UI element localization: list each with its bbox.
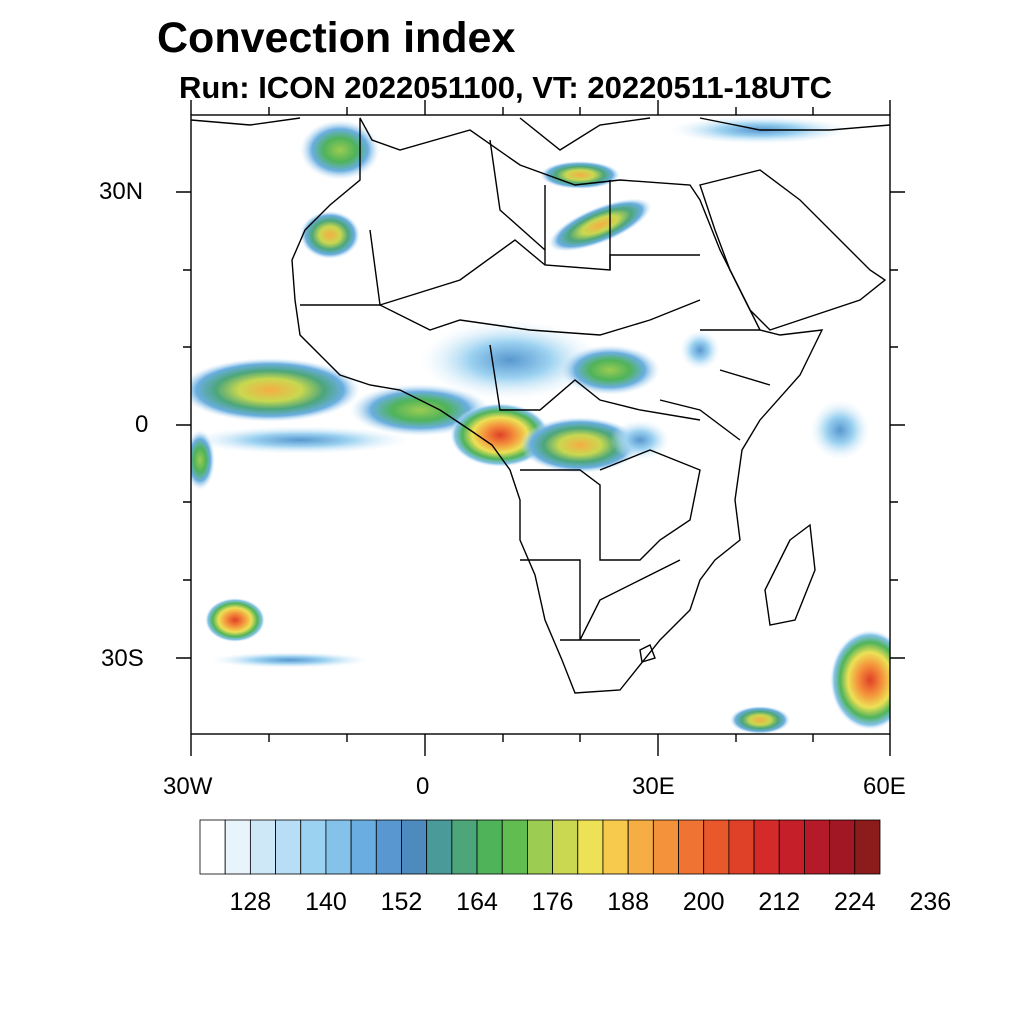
field-central-africa <box>420 320 600 400</box>
colorbar-swatch <box>552 819 579 875</box>
lon-label-30w: 30W <box>163 773 213 800</box>
colorbar-swatch <box>829 819 856 875</box>
colorbar-tick-label: 164 <box>456 888 498 916</box>
lat-label-30n: 30N <box>99 178 144 205</box>
border-libya-egypt <box>489 139 611 270</box>
border-east <box>659 329 771 441</box>
lon-label-60e: 60E <box>863 773 906 800</box>
colorbar-swatch <box>778 819 805 875</box>
field-indian-ocean-se <box>830 630 890 730</box>
field-gabon-west <box>191 430 215 490</box>
field-congo <box>520 417 640 473</box>
africa-coastline <box>291 117 824 694</box>
colorbar-swatch <box>703 819 730 875</box>
colorbar <box>199 819 881 875</box>
field-indian-ocean-s <box>730 706 790 734</box>
border-sahel <box>300 299 701 336</box>
colorbar-swatch <box>678 819 705 875</box>
colorbar-swatch <box>224 819 251 875</box>
field-indian-ocean-e <box>810 400 870 460</box>
field-east-africa <box>680 330 720 370</box>
madagascar <box>764 523 816 626</box>
colorbar-swatch <box>602 819 629 875</box>
colorbar-tick-label: 200 <box>682 888 725 916</box>
field-south-atlantic-band <box>210 652 370 668</box>
lesotho <box>639 644 656 663</box>
map-subtitle: Run: ICON 2022051100, VT: 20220511-18UTC <box>179 70 833 105</box>
colorbar-swatch <box>325 819 352 875</box>
colorbar-swatch <box>451 819 478 875</box>
field-south-atlantic-cell <box>205 598 265 642</box>
lat-label-0: 0 <box>135 411 149 438</box>
map-frame-border <box>176 100 905 756</box>
colorbar-tick-label: 152 <box>380 888 423 916</box>
europe-coast <box>191 117 890 151</box>
colorbar-swatch <box>401 819 428 875</box>
arabian-peninsula <box>699 169 887 331</box>
border-central <box>489 344 701 421</box>
field-north-africa <box>548 198 652 252</box>
field-morocco <box>300 211 360 259</box>
colorbar-swatch <box>275 819 302 875</box>
colorbar-swatch <box>804 819 831 875</box>
colorbar-tick-label: 128 <box>229 888 272 916</box>
convection-field <box>191 116 890 734</box>
lat-label-30s: 30S <box>101 645 144 672</box>
field-atlantic-band <box>191 426 410 454</box>
lon-label-0: 0 <box>416 773 430 800</box>
field-great-lakes <box>610 420 670 460</box>
colorbar-swatch <box>577 819 604 875</box>
field-iberia <box>300 120 380 180</box>
colorbar-swatch <box>854 819 881 875</box>
colorbar-swatch <box>426 819 453 875</box>
coastlines-borders <box>191 117 890 694</box>
field-sahel-east <box>560 345 660 395</box>
colorbar-swatch <box>300 819 327 875</box>
colorbar-swatch <box>652 819 679 875</box>
colorbar-swatch <box>501 819 528 875</box>
border-congo <box>520 449 701 561</box>
colorbar-tick-label: 212 <box>758 888 801 916</box>
colorbar-swatch <box>476 819 503 875</box>
colorbar-tick-label: 236 <box>909 888 952 916</box>
colorbar-swatch <box>728 819 755 875</box>
colorbar-tick-label: 140 <box>305 888 347 916</box>
colorbar-swatch <box>350 819 377 875</box>
lon-label-30e: 30E <box>632 773 675 800</box>
colorbar-swatch <box>627 819 654 875</box>
colorbar-tick-label: 224 <box>833 888 876 916</box>
colorbar-tick-label: 188 <box>607 888 649 916</box>
map-title: Convection index <box>157 14 516 62</box>
colorbar-swatch <box>249 819 276 875</box>
colorbar-swatch <box>527 819 553 875</box>
field-equatorial-atlantic <box>191 358 360 422</box>
colorbar-swatch <box>199 819 226 875</box>
colorbar-tick-label: 176 <box>531 888 574 916</box>
border-south <box>520 559 681 641</box>
colorbar-swatch <box>375 819 402 875</box>
colorbar-swatch <box>753 819 780 875</box>
